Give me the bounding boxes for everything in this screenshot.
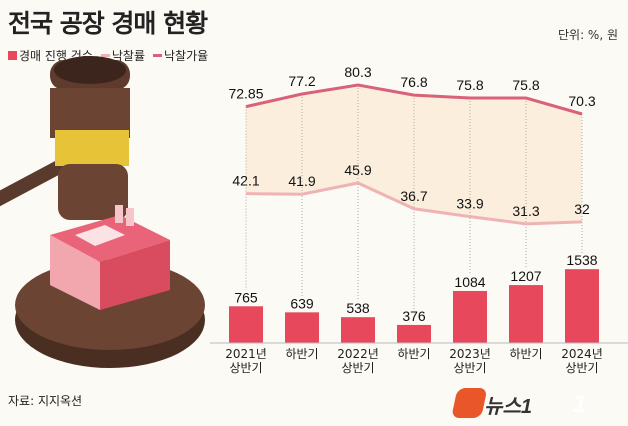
x-tick-label: 하반기 xyxy=(397,347,430,361)
bar xyxy=(509,285,543,343)
price-rate-line xyxy=(245,83,583,116)
bar-label: 538 xyxy=(346,300,370,316)
legend-label: 낙찰률 xyxy=(111,49,145,63)
bars xyxy=(229,269,599,343)
bar-label: 1207 xyxy=(510,268,541,284)
rate-label: 41.9 xyxy=(288,173,315,189)
price-rate-label: 76.8 xyxy=(400,74,427,90)
bar-label: 1084 xyxy=(454,274,485,290)
rate-label: 42.1 xyxy=(232,173,259,189)
source-note: 자료: 지지옥션 xyxy=(8,394,83,408)
bar xyxy=(341,317,375,343)
x-tick-label: 상반기 xyxy=(565,361,598,375)
price-rate-label: 75.8 xyxy=(512,77,539,93)
x-tick-label: 하반기 xyxy=(509,347,542,361)
legend-swatch xyxy=(100,54,110,57)
rate-line xyxy=(245,181,583,226)
bar-label: 376 xyxy=(402,308,426,324)
x-tick-label: 2022년 xyxy=(337,347,379,361)
price-rate-label: 70.3 xyxy=(568,93,595,109)
dotted-guides xyxy=(245,85,583,309)
x-tick-label: 2023년 xyxy=(449,347,491,361)
price-rate-label: 80.3 xyxy=(344,64,371,80)
legend-item-price-rate: 낙찰가율 xyxy=(153,47,208,64)
bar xyxy=(453,290,487,343)
rate-label: 32 xyxy=(574,201,590,217)
unit-label: 단위: %, 원 xyxy=(557,28,618,42)
bar-label: 639 xyxy=(290,295,314,311)
x-tick-label: 상반기 xyxy=(229,361,262,375)
price-rate-label: 75.8 xyxy=(456,77,483,93)
x-tick-label: 2021년 xyxy=(225,347,267,361)
bar-label: 765 xyxy=(234,289,258,305)
rate-label: 33.9 xyxy=(456,196,483,212)
legend-item-rate: 낙찰률 xyxy=(100,47,145,64)
x-tick-label: 2024년 xyxy=(561,347,603,361)
x-tick-label: 하반기 xyxy=(285,347,318,361)
x-tick-label: 상반기 xyxy=(341,361,374,375)
x-tick-label: 상반기 xyxy=(453,361,486,375)
svg-text:뉴스1: 뉴스1 xyxy=(484,396,532,418)
legend-swatch xyxy=(8,51,17,60)
price-rate-label: 77.2 xyxy=(288,73,315,89)
rate-label: 31.3 xyxy=(512,203,539,219)
legend-label: 낙찰가율 xyxy=(164,49,209,63)
rate-label: 45.9 xyxy=(344,162,371,178)
bar xyxy=(229,306,263,343)
bar xyxy=(285,312,319,343)
news1-logo: 뉴스1 1 xyxy=(452,388,588,418)
factory-icon xyxy=(50,205,170,310)
chart-title: 전국 공장 경매 현황 xyxy=(8,9,208,38)
legend-swatch xyxy=(153,54,162,57)
bar xyxy=(565,269,599,343)
bar-label: 1538 xyxy=(566,252,597,268)
svg-text:1: 1 xyxy=(572,393,587,418)
area-between-lines xyxy=(246,85,582,224)
price-rate-label: 72.85 xyxy=(228,86,263,102)
rate-label: 36.7 xyxy=(400,188,427,204)
bar xyxy=(397,324,431,343)
gavel-illustration xyxy=(0,56,205,368)
